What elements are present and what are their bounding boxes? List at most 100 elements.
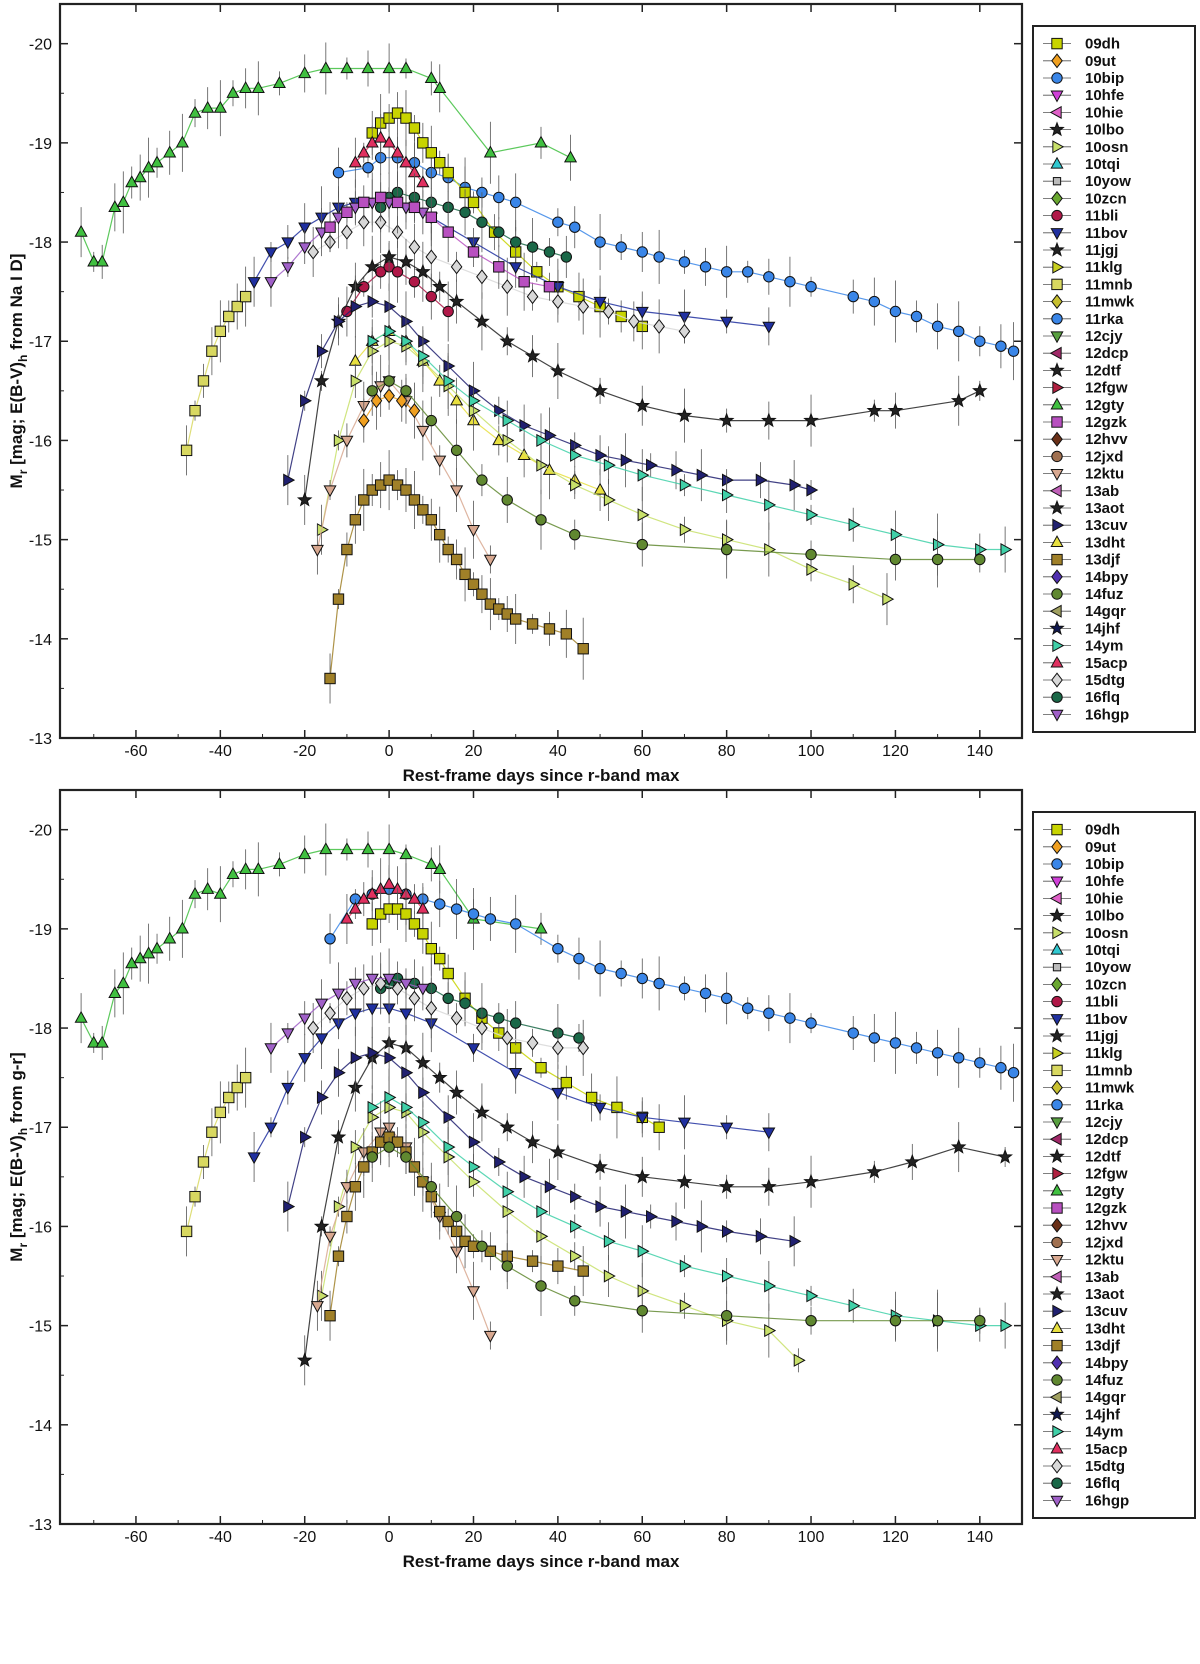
point-14ym [975, 542, 988, 557]
point-11bov [281, 237, 295, 250]
point-12gty [188, 886, 202, 899]
point-13djf [341, 543, 353, 556]
point-13djf [349, 514, 362, 526]
point-13cuv [316, 344, 329, 358]
legend-label-10yow: 10yow [1085, 959, 1131, 976]
point-10bip [569, 221, 581, 233]
legend-label-13ab: 13ab [1085, 1269, 1119, 1286]
legend-label-10tqi: 10tqi [1085, 942, 1120, 959]
point-10bip [763, 1007, 775, 1019]
point-13cuv [283, 1200, 296, 1214]
point-10osn [536, 1229, 549, 1243]
legend-marker-11bli [1051, 209, 1063, 222]
point-14ym [367, 334, 380, 348]
point-14ym [1000, 542, 1013, 557]
point-12ktu [340, 435, 354, 448]
x-tick-label: 140 [966, 1529, 993, 1546]
point-12gty [239, 81, 253, 93]
point-11bov [281, 1082, 295, 1095]
legend-label-11bli: 11bli [1085, 208, 1118, 225]
point-12gty [319, 842, 333, 855]
point-12gzk [324, 221, 336, 233]
point-11jgj [718, 1178, 735, 1194]
point-13cuv [418, 1085, 431, 1100]
point-14ym [502, 414, 515, 428]
point-14fuz [366, 1151, 378, 1163]
point-11bov [677, 1117, 692, 1130]
y-tick-label: -13 [29, 1517, 52, 1534]
point-12gty [201, 881, 215, 894]
fit-curve-14ym [371, 1096, 1006, 1327]
point-15dtg [552, 293, 564, 310]
point-10osn [679, 523, 692, 537]
legend-label-12gzk: 12gzk [1085, 414, 1127, 431]
point-14ym [570, 448, 583, 462]
point-11mnb [206, 345, 218, 357]
point-15acp [348, 901, 362, 914]
point-10bip [678, 256, 691, 268]
legend: 09dh09ut10bip10hfe10hie10lbo10osn10tqi10… [1032, 811, 1196, 1519]
legend-label-11mnb: 11mnb [1085, 276, 1133, 293]
legend-marker-12cjy [1050, 331, 1064, 344]
point-09dh [425, 943, 437, 955]
legend-label-10lbo: 10lbo [1085, 122, 1124, 139]
legend-marker-11mnb [1051, 278, 1063, 291]
point-13cuv [789, 478, 802, 492]
point-09dh [442, 967, 454, 980]
point-10bip [805, 1017, 817, 1029]
point-14fuz [450, 1210, 463, 1223]
point-16flq [509, 1017, 522, 1029]
point-11jgj [761, 1178, 777, 1194]
legend: 09dh09ut10bip10hfe10hie10lbo10osn10tqi10… [1032, 25, 1196, 733]
point-10osn [384, 1100, 397, 1114]
point-12gzk [425, 211, 437, 223]
legend-marker-11rka [1051, 1099, 1063, 1111]
point-16hgp [298, 242, 312, 255]
point-10bip [332, 166, 345, 179]
point-12gty [201, 100, 215, 113]
point-10bip [653, 251, 665, 263]
point-13cuv [333, 314, 346, 328]
legend-label-12ktu: 12ktu [1085, 466, 1124, 483]
point-11mnb [231, 300, 243, 313]
legend-marker-14fuz [1051, 1374, 1063, 1386]
legend-label-15dtg: 15dtg [1085, 1458, 1125, 1475]
x-tick-label: 0 [385, 743, 394, 760]
y-tick-label: -15 [29, 533, 52, 550]
point-11mnb [239, 290, 252, 303]
legend-marker-10hie [1049, 891, 1062, 905]
point-13cuv [544, 428, 557, 443]
point-13cuv [468, 384, 481, 398]
point-13cuv [696, 468, 709, 482]
legend-marker-15acp [1050, 1441, 1064, 1454]
point-14ym [367, 1100, 380, 1114]
legend-marker-11jgj [1049, 1027, 1065, 1043]
point-13cuv [570, 1190, 583, 1204]
legend-label-12ktu: 12ktu [1085, 1252, 1124, 1269]
legend-marker-13dht [1050, 1321, 1064, 1334]
point-12gty [188, 105, 202, 118]
point-16hgp [264, 277, 278, 290]
legend-marker-14gqr [1049, 1390, 1062, 1404]
point-13cuv [671, 463, 684, 477]
legend-label-15acp: 15acp [1085, 1441, 1128, 1458]
legend-marker-11mnb [1051, 1064, 1063, 1077]
point-13cuv [401, 314, 414, 328]
legend-marker-13djf [1051, 1339, 1063, 1352]
legend-marker-13cuv [1052, 518, 1065, 532]
legend-marker-09dh [1051, 823, 1063, 836]
point-16hgp [348, 978, 362, 991]
point-11jgj [414, 1054, 431, 1070]
point-12gty [534, 921, 548, 934]
point-11jgj [431, 278, 448, 294]
legend-label-10bip: 10bip [1085, 70, 1124, 87]
point-11jgj [398, 253, 414, 269]
point-13djf [577, 1265, 589, 1277]
x-axis-label: Rest-frame days since r-band max [403, 766, 680, 785]
point-12gzk [358, 196, 370, 209]
x-tick-label: -20 [293, 743, 316, 760]
point-11mnb [197, 1156, 210, 1168]
point-14fuz [425, 1181, 437, 1193]
legend-label-16flq: 16flq [1085, 689, 1120, 706]
